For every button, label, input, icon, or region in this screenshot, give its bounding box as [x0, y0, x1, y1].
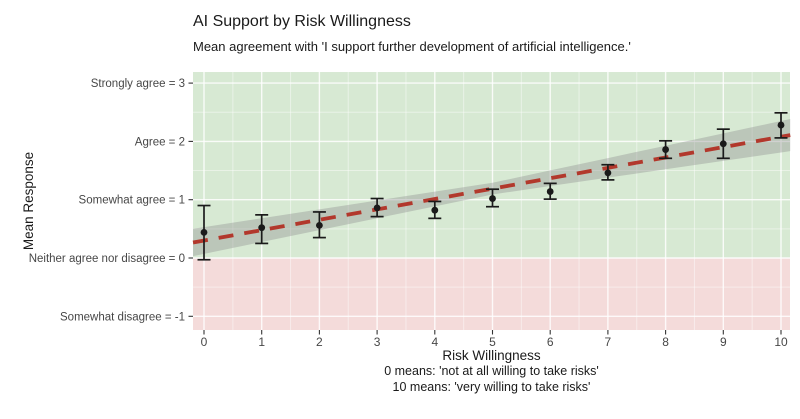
x-tick-label: 4 [431, 335, 438, 349]
data-point [373, 204, 381, 212]
x-tick-label: 2 [316, 335, 323, 349]
disagree-zone-background [193, 258, 790, 331]
x-tick-label: 0 [201, 335, 208, 349]
x-tick-label: 3 [374, 335, 381, 349]
data-point [546, 188, 554, 195]
data-point [431, 206, 439, 214]
data-point [604, 169, 612, 177]
data-point [200, 228, 208, 236]
x-tick-label: 7 [605, 335, 612, 349]
y-tick-label: Somewhat disagree = -1 [60, 311, 185, 323]
chart-subtitle: Mean agreement with 'I support further d… [193, 39, 631, 54]
agree-zone-background [193, 72, 790, 258]
x-axis-title: Risk Willingness [442, 348, 541, 363]
y-axis-title: Mean Response [21, 151, 36, 251]
x-tick-label: 6 [547, 335, 554, 349]
y-tick-label: Strongly agree = 3 [91, 78, 185, 90]
chart-title: AI Support by Risk Willingness [193, 13, 411, 30]
y-tick-label: Neither agree nor disagree = 0 [29, 253, 185, 265]
x-tick-label: 9 [720, 335, 727, 349]
x-tick-label: 10 [774, 335, 788, 349]
y-tick-label: Agree = 2 [135, 136, 185, 148]
trend-line [192, 133, 791, 245]
confidence-band [193, 119, 791, 257]
data-point [719, 140, 727, 148]
x-tick-label: 1 [258, 335, 265, 349]
x-tick-label: 5 [489, 335, 496, 349]
data-point [316, 221, 323, 229]
x-tick-label: 8 [662, 335, 669, 349]
y-tick-label: Somewhat agree = 1 [79, 195, 185, 207]
data-point [662, 146, 669, 153]
x-axis-caption-line-1: 0 means: 'not at all willing to take ris… [384, 364, 599, 378]
x-axis-caption-line-2: 10 means: 'very willing to take risks' [392, 380, 591, 394]
data-point [258, 224, 266, 232]
data-point [489, 195, 496, 202]
data-point [777, 121, 785, 129]
